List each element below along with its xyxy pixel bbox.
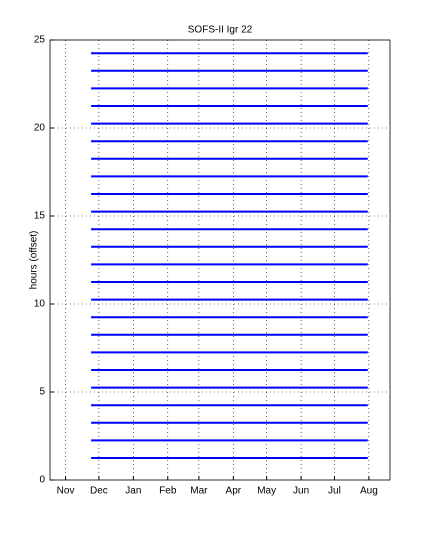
y-tick-label: 25	[34, 35, 46, 46]
y-tick-label: 0	[39, 475, 45, 486]
y-axis-label: hours (offset)	[29, 231, 40, 290]
x-tick-label: Feb	[159, 486, 177, 497]
x-tick-label: Dec	[90, 486, 108, 497]
chart-title: SOFS-II Igr 22	[188, 25, 253, 36]
y-tick-label: 15	[34, 211, 46, 222]
x-tick-label: May	[257, 486, 276, 497]
y-tick-label: 5	[39, 387, 45, 398]
x-tick-label: Jul	[328, 486, 341, 497]
y-tick-label: 10	[34, 299, 46, 310]
x-tick-label: Mar	[190, 486, 208, 497]
x-tick-label: Jan	[125, 486, 141, 497]
x-tick-label: Apr	[226, 486, 242, 497]
plot-frame	[49, 39, 391, 481]
x-tick-label: Aug	[360, 486, 378, 497]
y-tick-label: 20	[34, 123, 46, 134]
x-tick-label: Jun	[293, 486, 309, 497]
x-tick-label: Nov	[57, 486, 75, 497]
